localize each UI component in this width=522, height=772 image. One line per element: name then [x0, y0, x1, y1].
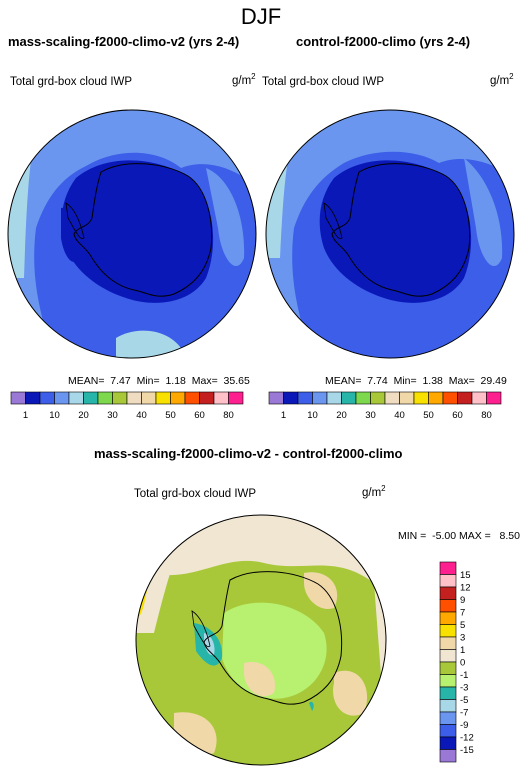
right-colorbar-tick-label: 1	[281, 410, 286, 421]
left-colorbar-swatch	[83, 391, 99, 405]
diff-colorbar-swatch	[439, 674, 457, 688]
right-colorbar-tick-label: 10	[307, 410, 318, 421]
left-colorbar-swatch	[228, 391, 244, 405]
left-colorbar-swatch	[112, 391, 128, 405]
diff-colorbar-swatch	[439, 724, 457, 738]
right-colorbar-swatch	[428, 391, 444, 405]
right-colorbar-swatch	[312, 391, 328, 405]
left-colorbar-tick-label: 10	[49, 410, 60, 421]
right-colorbar-swatch	[384, 391, 400, 405]
left-colorbar-swatch	[68, 391, 84, 405]
diff-colorbar-tick-label: 5	[460, 620, 465, 631]
diff-colorbar-swatch	[439, 699, 457, 713]
right-colorbar-tick-label: 80	[481, 410, 492, 421]
right-colorbar-swatch	[370, 391, 386, 405]
left-panel-title: mass-scaling-f2000-climo-v2 (yrs 2-4)	[8, 34, 240, 49]
left-colorbar-tick-label: 30	[107, 410, 118, 421]
diff-colorbar-tick-label: -5	[460, 695, 468, 706]
diff-colorbar-tick-label: 9	[460, 595, 465, 606]
diff-colorbar-swatch	[439, 624, 457, 638]
diff-colorbar-tick-label: -7	[460, 708, 468, 719]
left-variable-label: Total grd-box cloud IWP	[10, 76, 133, 88]
left-colorbar-swatch	[39, 391, 55, 405]
right-colorbar-swatch	[486, 391, 502, 405]
left-units-label: g/m2	[232, 72, 256, 87]
left-colorbar-tick-label: 50	[165, 410, 176, 421]
right-colorbar-swatch	[399, 391, 415, 405]
left-colorbar-tick-label: 20	[78, 410, 89, 421]
diff-variable-label: Total grd-box cloud IWP	[134, 488, 257, 500]
left-colorbar-swatch	[97, 391, 113, 405]
left-colorbar-tick-label: 40	[136, 410, 147, 421]
left-colorbar-tick-label: 1	[23, 410, 28, 421]
diff-colorbar-tick-label: 1	[460, 645, 465, 656]
left-colorbar-swatch	[141, 391, 157, 405]
diff-colorbar-tick-label: 15	[460, 570, 471, 581]
right-polar-map	[265, 109, 515, 359]
diff-colorbar-swatch	[439, 636, 457, 650]
right-colorbar-swatch	[283, 391, 299, 405]
left-colorbar-tick-label: 80	[223, 410, 234, 421]
left-polar-map	[7, 109, 257, 359]
right-variable-label: Total grd-box cloud IWP	[262, 76, 385, 88]
left-colorbar-swatch	[170, 391, 186, 405]
right-units-label: g/m2	[490, 72, 514, 87]
right-stats: MEAN= 7.74 Min= 1.38 Max= 29.49	[325, 375, 507, 387]
diff-colorbar-swatch	[439, 611, 457, 625]
diff-colorbar-tick-label: 0	[460, 658, 465, 669]
diff-colorbar-swatch	[439, 599, 457, 613]
diff-stats: MIN = -5.00 MAX = 8.50	[398, 530, 520, 542]
diff-colorbar-tick-label: -15	[460, 745, 474, 756]
left-colorbar-tick-label: 60	[194, 410, 205, 421]
right-colorbar-swatch	[413, 391, 429, 405]
diff-colorbar-swatch	[439, 711, 457, 725]
main-title: DJF	[240, 4, 282, 29]
diff-colorbar-tick-label: -9	[460, 720, 468, 731]
right-colorbar-swatch	[355, 391, 371, 405]
right-colorbar-tick-label: 20	[336, 410, 347, 421]
diff-colorbar-swatch	[439, 586, 457, 600]
left-colorbar-swatch	[199, 391, 215, 405]
diff-colorbar-tick-label: 12	[460, 583, 471, 594]
diff-colorbar-tick-label: -3	[460, 683, 468, 694]
diff-colorbar-swatch	[439, 574, 457, 588]
right-colorbar-swatch	[297, 391, 313, 405]
diff-polar-map	[135, 514, 387, 766]
diff-colorbar: 15 129 75 31 0-1 -3-5 -7-9 -12-15	[439, 561, 474, 763]
right-colorbar-tick-label: 30	[365, 410, 376, 421]
diff-colorbar-swatch	[439, 649, 457, 663]
left-colorbar-swatch	[54, 391, 70, 405]
right-colorbar-swatch	[326, 391, 342, 405]
left-colorbar-swatch	[213, 391, 229, 405]
left-colorbar: 1 10 20 30 40 50 60 80	[10, 391, 244, 421]
diff-colorbar-swatch	[439, 561, 457, 575]
right-panel-title: control-f2000-climo (yrs 2-4)	[296, 34, 471, 49]
right-colorbar-swatch	[268, 391, 284, 405]
right-colorbar-tick-label: 50	[423, 410, 434, 421]
left-stats: MEAN= 7.47 Min= 1.18 Max= 35.65	[68, 375, 250, 387]
diff-colorbar-tick-label: 7	[460, 608, 465, 619]
left-colorbar-swatch	[25, 391, 41, 405]
left-colorbar-swatch	[184, 391, 200, 405]
right-colorbar: 1 10 20 30 40 50 60 80	[268, 391, 502, 421]
left-colorbar-swatch	[126, 391, 142, 405]
right-colorbar-swatch	[341, 391, 357, 405]
right-colorbar-swatch	[471, 391, 487, 405]
right-colorbar-swatch	[457, 391, 473, 405]
diff-colorbar-tick-label: 3	[460, 633, 465, 644]
right-colorbar-swatch	[442, 391, 458, 405]
diff-colorbar-swatch	[439, 749, 457, 763]
left-colorbar-swatch	[155, 391, 171, 405]
right-colorbar-tick-label: 40	[394, 410, 405, 421]
diff-colorbar-tick-label: -12	[460, 733, 474, 744]
diff-colorbar-swatch	[439, 686, 457, 700]
diff-colorbar-swatch	[439, 661, 457, 675]
diff-panel-title: mass-scaling-f2000-climo-v2 - control-f2…	[94, 446, 403, 461]
left-colorbar-swatch	[10, 391, 26, 405]
right-colorbar-tick-label: 60	[452, 410, 463, 421]
diff-units-label: g/m2	[362, 484, 386, 499]
diff-colorbar-tick-label: -1	[460, 670, 468, 681]
diff-colorbar-swatch	[439, 736, 457, 750]
